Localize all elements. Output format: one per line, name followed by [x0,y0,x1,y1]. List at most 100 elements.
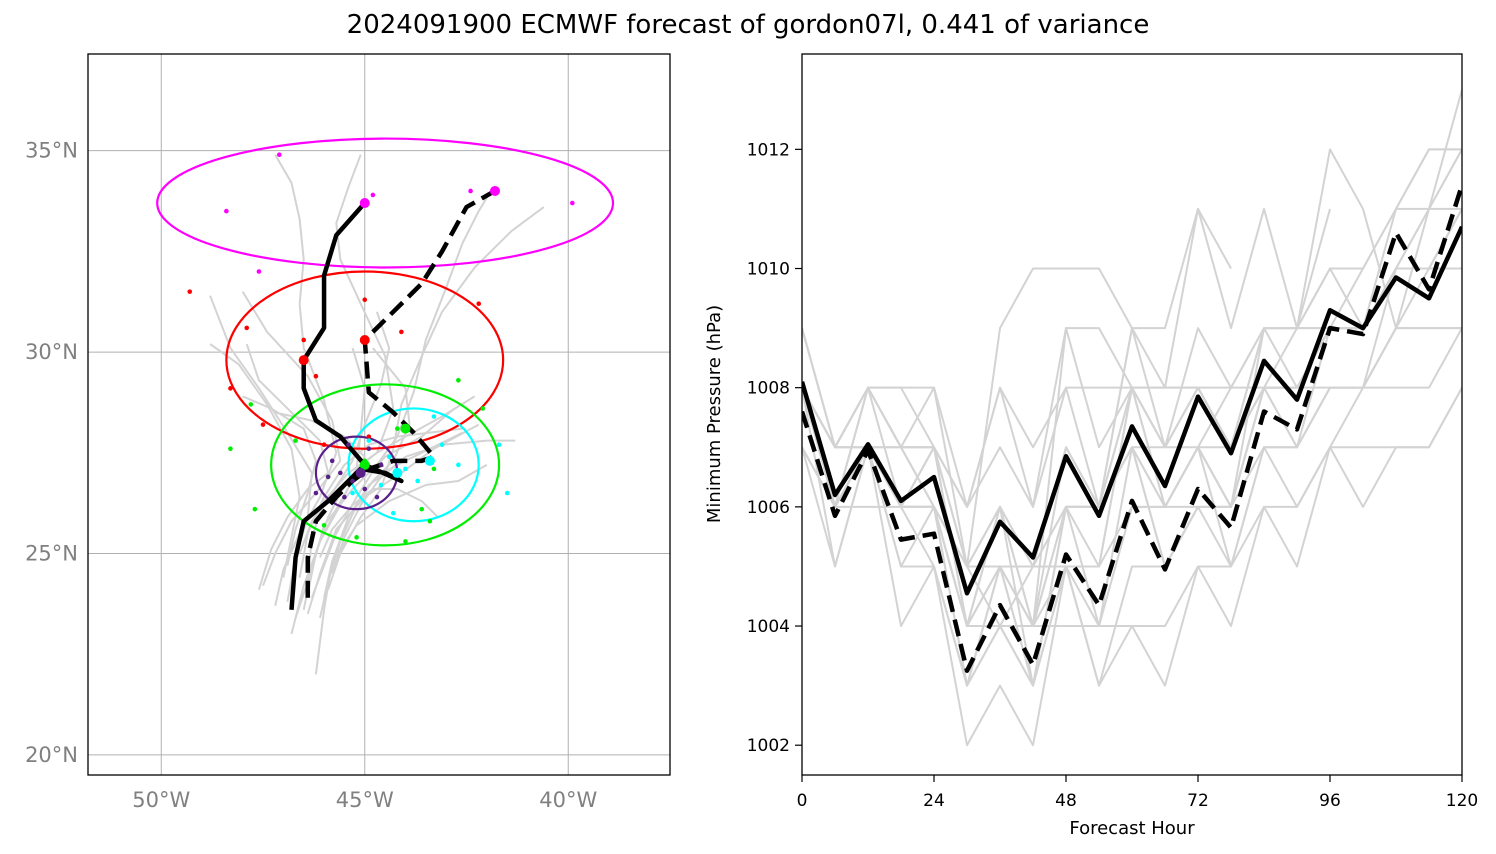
cluster-mean-point [359,198,370,209]
map-y-tick-label: 35°N [25,139,78,163]
member-point [187,289,193,294]
y-tick-label: 1008 [747,379,790,399]
member-point [362,297,368,303]
map-x-tick-label: 50°W [132,788,190,812]
cluster-ellipse [225,270,505,450]
member-point [480,406,486,411]
y-tick-label: 1010 [747,260,790,280]
y-tick-label: 1012 [747,140,790,160]
member-point [378,482,384,488]
x-tick-label: 0 [797,791,808,811]
member-point [228,446,233,452]
member-point [431,466,437,472]
member-point [415,478,420,484]
map-tick-labels: 50°W 45°W 40°W 20°N 25°N 30°N 35°N [25,139,597,812]
member-point [321,522,327,528]
member-point [504,490,510,496]
cluster-mean-point [359,459,370,470]
member-point [362,486,368,492]
member-point [439,442,445,448]
cluster-ellipse [347,407,480,523]
ensemble-track [245,343,330,591]
pressure-line-solid [802,225,1462,596]
cluster-mean-point [355,467,366,478]
member-point [468,188,473,194]
member-point [313,373,319,379]
member-point [354,535,359,540]
member-point [224,208,229,214]
member-point [256,269,262,274]
member-point [338,470,343,476]
member-point [366,434,372,439]
member-point [260,422,266,427]
x-tick-label: 72 [1187,791,1209,811]
ensemble-track [327,206,545,591]
ensemble-track [209,343,301,578]
member-point [342,494,347,500]
member-point [252,506,258,512]
member-point [399,329,404,335]
map-frame [87,53,671,776]
pressure-content [802,89,1462,747]
member-point [378,462,384,468]
map-content [156,137,615,675]
cluster-mean-point [424,455,435,466]
member-point [346,442,351,448]
member-point [276,152,282,157]
member-point [496,442,502,448]
member-point [395,426,400,431]
member-point [427,518,433,524]
map-y-tick-label: 25°N [25,541,78,565]
member-point [325,474,331,480]
member-point [350,490,355,496]
map-y-tick-label: 20°N [25,743,78,767]
cluster-mean-points [298,185,500,478]
member-point [313,490,319,496]
ensemble-track [242,395,317,566]
member-point [350,478,355,484]
ensemble-track [274,154,338,607]
x-tick-label: 24 [923,791,945,811]
member-points [187,152,575,544]
cluster-mean-point [392,467,403,478]
y-tick-label: 1002 [747,736,790,756]
member-point [370,192,376,198]
member-point [248,402,254,407]
cluster-ellipses [156,137,615,547]
cluster-mean-point [489,185,500,196]
member-point [431,414,437,419]
cluster-mean-point [359,334,370,345]
member-point [456,462,461,468]
member-point [419,506,425,512]
ensemble-track [298,311,391,554]
ensemble-track [310,190,492,599]
y-tick-label: 1004 [747,617,790,637]
member-point [329,458,335,464]
member-point [366,446,372,452]
member-point [244,325,250,331]
figure-title: 2024091900 ECMWF forecast of gordon07l, … [346,10,1150,40]
main-track-dashed [305,188,497,598]
map-gridlines [88,54,670,775]
ensemble-pressure-line [802,327,1462,687]
x-tick-label: 48 [1055,791,1077,811]
pressure-ticks: 0 24 48 72 96 120 1002 1004 1006 1008 1010 1012 [747,140,1478,811]
x-tick-label: 120 [1446,791,1478,811]
cluster-ellipse [156,137,615,269]
x-tick-label: 96 [1319,791,1341,811]
pressure-panel: 0 24 48 72 96 120 1002 1004 1006 1008 1010 1012 For… [704,53,1478,839]
y-tick-label: 1006 [747,498,790,518]
member-point [374,494,380,500]
pressure-frame [801,53,1463,776]
y-axis-label: Minimum Pressure (hPa) [704,305,725,523]
member-point [456,377,461,383]
ensemble-track [319,488,439,558]
member-point [366,438,372,443]
map-x-tick-label: 40°W [539,788,597,812]
ensemble-tracks [209,154,545,675]
ensemble-track [319,347,411,619]
member-point [403,539,408,544]
cluster-mean-point [400,423,411,434]
member-point [228,386,233,391]
member-point [321,442,327,448]
